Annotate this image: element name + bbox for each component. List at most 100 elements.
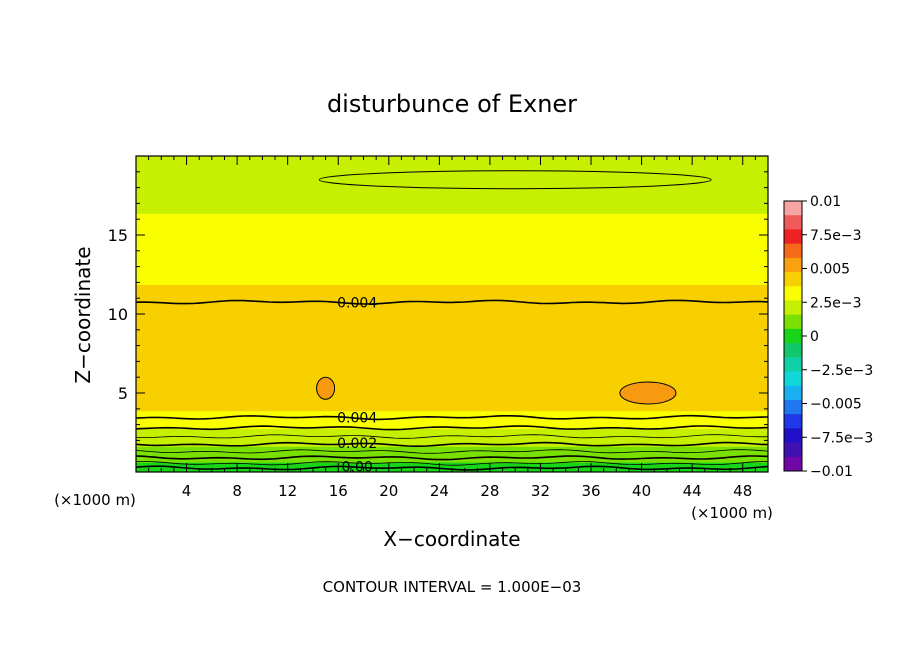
x-tick-label: 28 bbox=[480, 482, 499, 500]
contour-band bbox=[136, 202, 768, 206]
colorbar-label: 0.01 bbox=[810, 194, 841, 210]
contour-band bbox=[136, 343, 768, 347]
contour-band bbox=[136, 451, 768, 455]
contour-band bbox=[136, 163, 768, 167]
contour-band bbox=[136, 230, 768, 234]
colorbar-segment bbox=[784, 300, 802, 316]
contour-band bbox=[136, 341, 768, 345]
contour-band bbox=[136, 402, 768, 406]
contour-band bbox=[136, 394, 768, 398]
contour-band bbox=[136, 281, 768, 285]
contour-band bbox=[136, 204, 768, 208]
contour-band bbox=[136, 319, 768, 323]
colorbar-segment bbox=[784, 229, 802, 245]
contour-band bbox=[136, 220, 768, 224]
contour-band bbox=[136, 333, 768, 337]
x-unit-label-left: (×1000 m) bbox=[54, 491, 136, 509]
chart-title: disturbunce of Exner bbox=[327, 90, 577, 118]
colorbar-label: −2.5e−3 bbox=[810, 363, 873, 379]
contour-band bbox=[136, 325, 768, 329]
x-unit-label-right: (×1000 m) bbox=[691, 504, 773, 522]
contour-band bbox=[136, 274, 768, 277]
contour-band bbox=[136, 388, 768, 392]
contour-band bbox=[136, 327, 768, 331]
x-tick-label: 20 bbox=[379, 482, 398, 500]
contour-band bbox=[136, 167, 768, 171]
y-tick-label: 15 bbox=[108, 226, 128, 245]
colorbar-segment bbox=[784, 442, 802, 458]
colorbar-label: −0.01 bbox=[810, 464, 853, 480]
contour-band bbox=[136, 240, 768, 244]
contour-band bbox=[136, 262, 768, 266]
contour-band bbox=[136, 250, 768, 254]
contour-band bbox=[136, 260, 768, 264]
contour-band bbox=[136, 455, 768, 459]
x-tick-label: 36 bbox=[581, 482, 600, 500]
colorbar-segment bbox=[784, 328, 802, 344]
contour-band bbox=[136, 382, 768, 386]
contour-band bbox=[136, 374, 768, 378]
x-tick-label: 48 bbox=[733, 482, 752, 500]
contour-line bbox=[135, 449, 769, 454]
colorbar-segment bbox=[784, 399, 802, 415]
colorbar-label: −7.5e−3 bbox=[810, 430, 873, 446]
contour-band bbox=[136, 400, 768, 404]
contour-band bbox=[136, 264, 768, 268]
colorbar-label: 7.5e−3 bbox=[810, 228, 862, 244]
contour-band bbox=[136, 228, 768, 232]
contour-band bbox=[136, 285, 768, 289]
contour-band bbox=[136, 317, 768, 321]
contour-band bbox=[136, 161, 768, 165]
contour-band bbox=[136, 234, 768, 238]
contour-band bbox=[136, 443, 768, 447]
contour-band bbox=[136, 449, 768, 453]
contour-band bbox=[136, 254, 768, 258]
contour-band bbox=[136, 378, 768, 382]
contour-band bbox=[136, 335, 768, 339]
contour-band bbox=[136, 258, 768, 262]
colorbar-segment bbox=[784, 257, 802, 273]
contour-band bbox=[136, 275, 768, 279]
local-maximum bbox=[316, 376, 336, 400]
contour-band bbox=[136, 376, 768, 380]
colorbar-label: 2.5e−3 bbox=[810, 295, 862, 311]
contour-band bbox=[136, 337, 768, 341]
y-tick-label: 10 bbox=[108, 305, 128, 324]
contour-band bbox=[136, 364, 768, 368]
x-tick-label: 24 bbox=[430, 482, 449, 500]
contour-band bbox=[136, 293, 768, 297]
contour-band bbox=[136, 412, 768, 416]
contour-band bbox=[136, 461, 768, 465]
colorbar-segment bbox=[784, 343, 802, 358]
contour-band bbox=[136, 232, 768, 236]
contour-band bbox=[136, 331, 768, 335]
contour-band bbox=[136, 196, 768, 200]
contour-line bbox=[135, 455, 769, 461]
x-tick-label: 32 bbox=[531, 482, 550, 500]
contour-band bbox=[136, 406, 768, 410]
contour-band bbox=[136, 226, 768, 230]
contour-band bbox=[136, 351, 768, 354]
x-axis-ticks: 4 8 12 16 20 24 28 32 36 40 44 48 bbox=[148, 156, 756, 500]
contour-band bbox=[136, 295, 768, 299]
contour-band bbox=[136, 214, 768, 218]
contour-band bbox=[136, 372, 768, 376]
contour-band bbox=[136, 266, 768, 270]
colorbar-segment bbox=[784, 456, 802, 472]
colorbar-segment bbox=[784, 215, 802, 230]
x-tick-label: 44 bbox=[683, 482, 702, 500]
contour-band bbox=[136, 218, 768, 222]
footer-contour-interval: CONTOUR INTERVAL = 1.000E−03 bbox=[323, 578, 582, 596]
contour-band bbox=[136, 309, 768, 313]
contour-band bbox=[136, 210, 768, 214]
contour-band bbox=[136, 165, 768, 169]
contour-band bbox=[136, 447, 768, 451]
contour-band bbox=[136, 212, 768, 216]
colorbar-label: 0.005 bbox=[810, 262, 850, 278]
contour-lines bbox=[135, 299, 769, 471]
contour-line bbox=[135, 461, 769, 466]
contour-band bbox=[136, 200, 768, 204]
contour-band bbox=[136, 242, 768, 246]
contour-band bbox=[136, 303, 768, 307]
